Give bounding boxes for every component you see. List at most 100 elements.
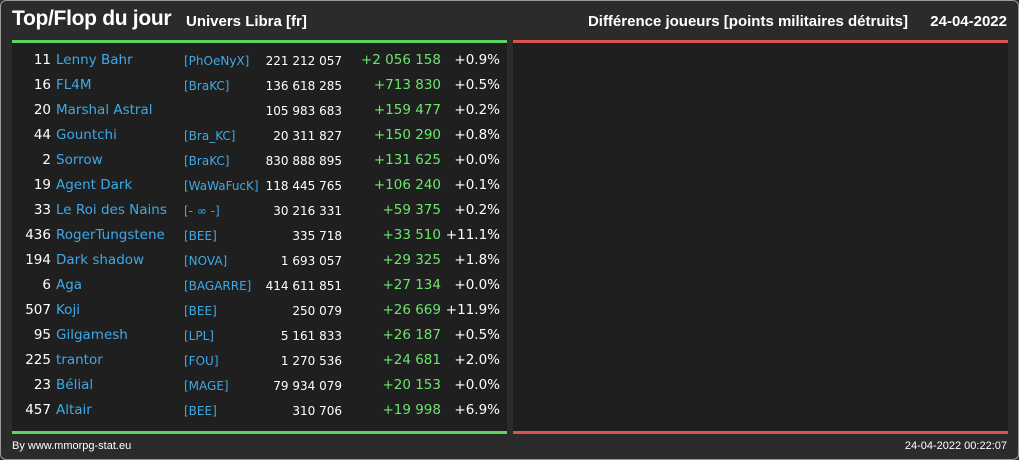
player-name-link[interactable]: Gilgamesh bbox=[56, 327, 128, 343]
percent-change: +11.1% bbox=[445, 227, 500, 243]
alliance-link[interactable]: [FOU] bbox=[184, 354, 219, 368]
ranking-subtitle: Différence joueurs [points militaires dé… bbox=[587, 13, 908, 30]
player-row: 11 Lenny Bahr [PhOeNyX] 221 212 057 +2 056 1… bbox=[12, 49, 507, 74]
player-rank: 194 bbox=[25, 252, 51, 268]
player-points: 105 983 683 bbox=[265, 104, 342, 118]
alliance-link[interactable]: [- ∞ -] bbox=[184, 204, 220, 218]
player-row: 6 Aga [BAGARRE] 414 611 851 +27 134 +0.0% bbox=[12, 274, 507, 299]
player-name-link[interactable]: Agent Dark bbox=[56, 177, 133, 193]
alliance-link[interactable]: [NOVA] bbox=[184, 254, 228, 268]
player-name-link[interactable]: Le Roi des Nains bbox=[56, 202, 167, 218]
alliance-link[interactable]: [BEE] bbox=[184, 229, 217, 243]
player-rank: 6 bbox=[42, 277, 51, 293]
player-points: 414 611 851 bbox=[265, 279, 342, 293]
alliance-link[interactable]: [WaWaFucK] bbox=[184, 179, 259, 193]
page-title: Top/Flop du jour bbox=[12, 7, 172, 30]
player-row: 95 Gilgamesh [LPL] 5 161 833 +26 187 +0.5% bbox=[12, 324, 507, 349]
player-rank: 16 bbox=[33, 77, 51, 93]
alliance-link[interactable]: [PhOeNyX] bbox=[184, 54, 250, 68]
player-points: 136 618 285 bbox=[265, 79, 342, 93]
header-bar: Top/Flop du jour Univers Libra [fr] Diff… bbox=[1, 1, 1018, 39]
top-panel: 11 Lenny Bahr [PhOeNyX] 221 212 057 +2 056 1… bbox=[12, 43, 507, 432]
player-points: 335 718 bbox=[292, 229, 342, 243]
player-row: 194 Dark shadow [NOVA] 1 693 057 +29 325 +1.8… bbox=[12, 249, 507, 274]
player-row: 16 FL4M [BraKC] 136 618 285 +713 830 +0.5% bbox=[12, 74, 507, 99]
player-points: 5 161 833 bbox=[280, 329, 342, 343]
flop-panel-red-bar bbox=[513, 40, 1008, 43]
percent-change: +0.9% bbox=[454, 52, 500, 68]
percent-change: +0.0% bbox=[454, 152, 500, 168]
player-rank: 507 bbox=[25, 302, 51, 318]
alliance-link[interactable]: [MAGE] bbox=[184, 379, 229, 393]
player-row: 225 trantor [FOU] 1 270 536 +24 681 +2.0% bbox=[12, 349, 507, 374]
player-points: 830 888 895 bbox=[265, 154, 342, 168]
top-panel-green-bar bbox=[12, 40, 507, 43]
player-points: 1 693 057 bbox=[280, 254, 342, 268]
player-rank: 436 bbox=[25, 227, 51, 243]
points-difference: +150 290 bbox=[373, 127, 441, 143]
points-difference: +131 625 bbox=[373, 152, 441, 168]
points-difference: +59 375 bbox=[382, 202, 441, 218]
player-name-link[interactable]: Bélial bbox=[56, 377, 94, 393]
ranking-date: 24-04-2022 bbox=[930, 13, 1007, 30]
points-difference: +24 681 bbox=[382, 352, 441, 368]
player-points: 30 216 331 bbox=[273, 204, 342, 218]
percent-change: +11.9% bbox=[445, 302, 500, 318]
universe-label: Univers Libra [fr] bbox=[186, 13, 307, 30]
player-name-link[interactable]: Marshal Astral bbox=[56, 102, 153, 118]
player-name-link[interactable]: Altair bbox=[56, 402, 92, 418]
player-name-link[interactable]: Aga bbox=[56, 277, 83, 293]
points-difference: +2 056 158 bbox=[360, 52, 441, 68]
player-name-link[interactable]: FL4M bbox=[56, 77, 92, 93]
player-rank: 457 bbox=[25, 402, 51, 418]
player-row: 33 Le Roi des Nains [- ∞ -] 30 216 331 +59 3… bbox=[12, 199, 507, 224]
player-name-link[interactable]: Sorrow bbox=[56, 152, 103, 168]
alliance-link[interactable]: [Bra_KC] bbox=[184, 129, 236, 143]
player-name-link[interactable]: Koji bbox=[56, 302, 80, 318]
alliance-link[interactable]: [BAGARRE] bbox=[184, 279, 252, 293]
points-difference: +19 998 bbox=[382, 402, 441, 418]
percent-change: +0.5% bbox=[454, 77, 500, 93]
player-row: 507 Koji [BEE] 250 079 +26 669 +11.9% bbox=[12, 299, 507, 324]
points-difference: +159 477 bbox=[373, 102, 441, 118]
player-row: 457 Altair [BEE] 310 706 +19 998 +6.9% bbox=[12, 399, 507, 424]
top-panel-green-bar-bottom bbox=[12, 431, 507, 434]
points-difference: +26 187 bbox=[382, 327, 441, 343]
percent-change: +0.5% bbox=[454, 327, 500, 343]
player-name-link[interactable]: Lenny Bahr bbox=[56, 52, 133, 68]
alliance-link[interactable]: [BraKC] bbox=[184, 154, 230, 168]
player-rank: 23 bbox=[33, 377, 51, 393]
points-difference: +29 325 bbox=[382, 252, 441, 268]
alliance-link[interactable]: [BEE] bbox=[184, 304, 217, 318]
player-name-link[interactable]: Gountchi bbox=[56, 127, 117, 143]
player-rank: 95 bbox=[33, 327, 51, 343]
player-points: 118 445 765 bbox=[265, 179, 342, 193]
player-points: 20 311 827 bbox=[273, 129, 342, 143]
player-row: 2 Sorrow [BraKC] 830 888 895 +131 625 +0.0% bbox=[12, 149, 507, 174]
percent-change: +0.1% bbox=[454, 177, 500, 193]
player-name-link[interactable]: RogerTungstene bbox=[56, 227, 165, 243]
flop-panel-red-bar-bottom bbox=[513, 431, 1008, 434]
player-name-link[interactable]: Dark shadow bbox=[56, 252, 145, 268]
percent-change: +2.0% bbox=[454, 352, 500, 368]
player-row: 23 Bélial [MAGE] 79 934 079 +20 153 +0.0% bbox=[12, 374, 507, 399]
player-row: 19 Agent Dark [WaWaFucK] 118 445 765 +106 24… bbox=[12, 174, 507, 199]
player-rank: 44 bbox=[33, 127, 51, 143]
points-difference: +26 669 bbox=[382, 302, 441, 318]
player-rank: 2 bbox=[42, 152, 51, 168]
player-rank: 11 bbox=[33, 52, 51, 68]
percent-change: +1.8% bbox=[454, 252, 500, 268]
alliance-link[interactable]: [BraKC] bbox=[184, 79, 230, 93]
alliance-link[interactable]: [BEE] bbox=[184, 404, 217, 418]
generated-timestamp: 24-04-2022 00:22:07 bbox=[904, 440, 1007, 452]
percent-change: +0.8% bbox=[454, 127, 500, 143]
player-points: 79 934 079 bbox=[273, 379, 342, 393]
player-row: 436 RogerTungstene [BEE] 335 718 +33 510 +11.… bbox=[12, 224, 507, 249]
percent-change: +0.0% bbox=[454, 277, 500, 293]
player-rank: 19 bbox=[33, 177, 51, 193]
player-points: 221 212 057 bbox=[265, 54, 342, 68]
alliance-link[interactable]: [LPL] bbox=[184, 329, 214, 343]
site-credit: By www.mmorpg-stat.eu bbox=[12, 440, 132, 452]
player-name-link[interactable]: trantor bbox=[56, 352, 103, 368]
